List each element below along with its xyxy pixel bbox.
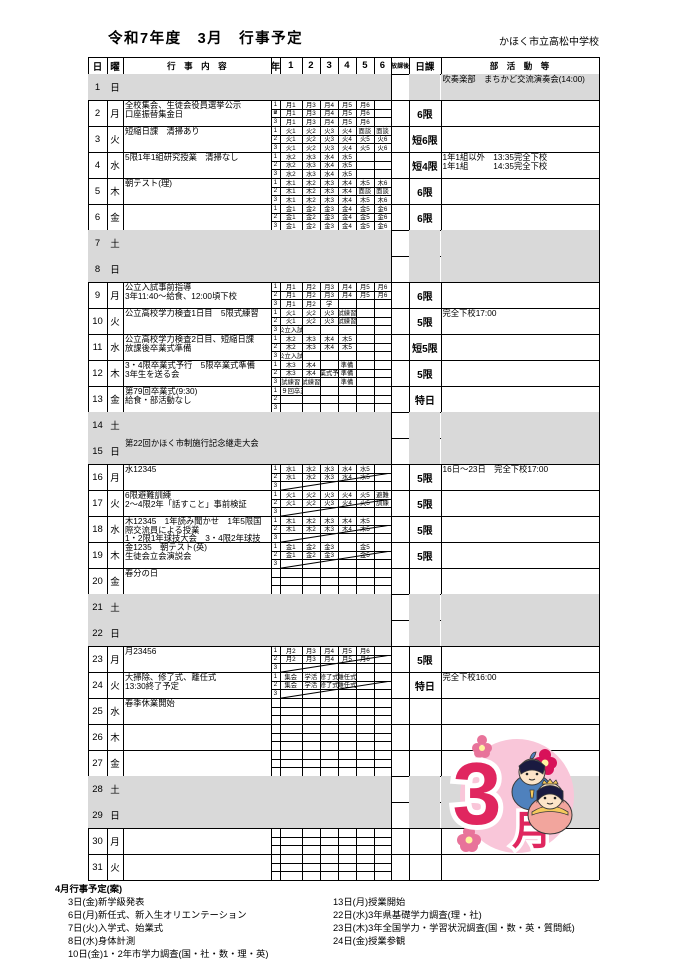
svg-text:3: 3	[453, 744, 502, 843]
